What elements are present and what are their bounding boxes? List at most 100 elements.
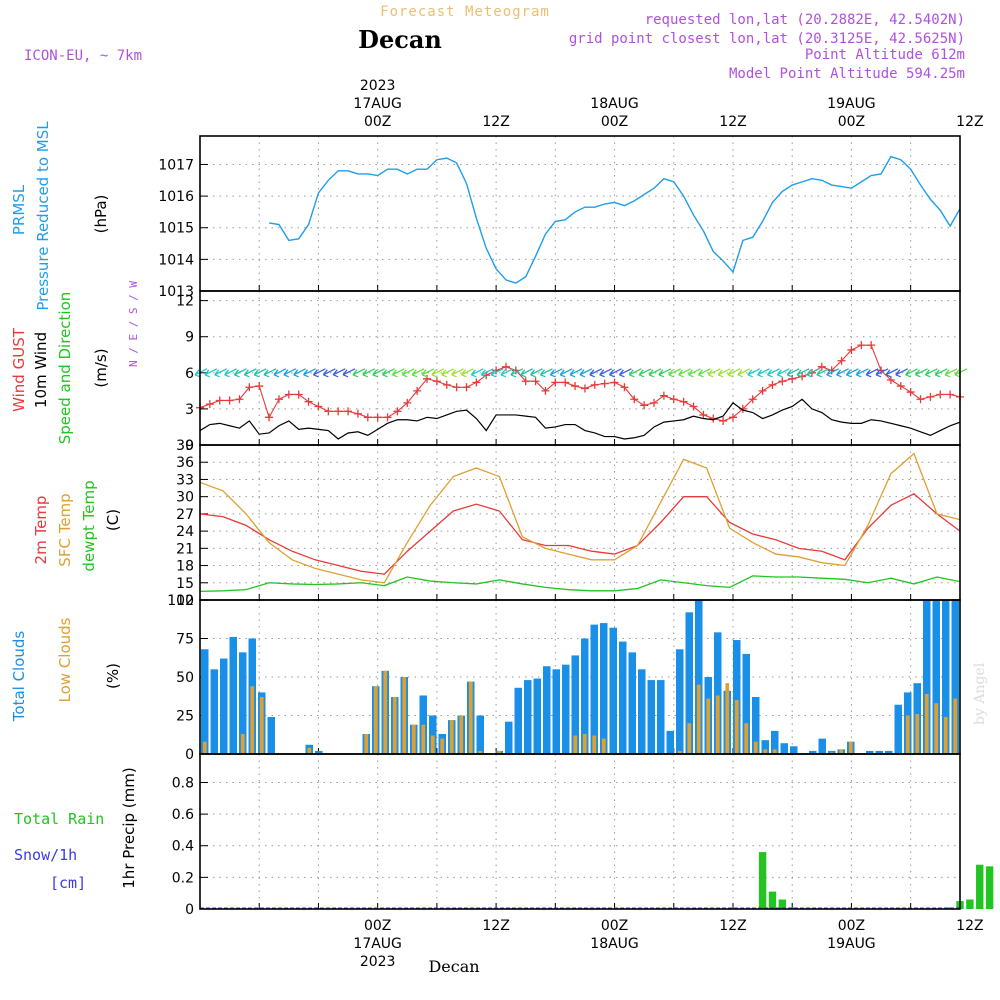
wind-arrow [382,368,395,378]
y-tick-label: 0 [185,438,194,454]
wind-arrow [293,368,306,378]
gust-point [659,391,668,400]
time-tick-label-bottom: 17AUG [353,936,402,952]
wind-arrow [628,368,642,378]
gust-point [225,396,234,405]
gust-point [284,390,293,399]
rain-bar [768,891,777,909]
wind-arrow [204,368,218,378]
low-cloud-bar [468,681,473,754]
wind-frame [199,290,961,446]
wind-direction-arrows [194,368,968,378]
rain-bar [966,899,974,909]
wind-arrow [589,368,603,378]
plot-area: 1013101410151016101703691212151821242730… [158,78,994,970]
gust-point [906,388,915,397]
wind-arrow [618,368,632,378]
y-tick-label: 9 [185,330,194,346]
wind-arrow [273,368,287,378]
wind-arrow [322,368,336,378]
total-cloud-bar [942,600,950,754]
pressure-unit: (hPa) [92,195,110,234]
total-cloud-bar [505,721,513,754]
gust-point [580,384,589,393]
low-cloud-bar [934,703,939,754]
gust-point [531,377,540,386]
wind-arrow [727,368,741,378]
precip-axis-label: 1hr Precip (mm) [120,767,138,888]
total-cloud-bar [932,600,940,754]
total-cloud-bar [951,600,959,754]
y-tick-label: 1015 [158,221,194,237]
low-cloud-bar [250,686,255,754]
total-cloud-bar [524,680,532,754]
temperature-frame [199,444,961,601]
total-cloud-bar [771,730,779,754]
wind-arrow [460,368,474,378]
wind-arrow [875,368,889,378]
wind-arrow [895,368,909,378]
clouds-frame [199,599,961,755]
pressure-panel: 1013 1014 1015 1016 1017 [158,136,960,300]
total-cloud-bar [619,641,627,754]
y-tick-label: 25 [176,709,194,725]
gust-point [363,413,372,422]
gust-point [353,409,362,418]
wind-arrow [510,368,524,378]
low-cloud-bar [383,670,388,754]
total-cloud-bar [514,687,522,754]
precip-label-snow: Snow/1h [14,846,77,864]
time-tick-label-bottom: 2023 [360,954,396,970]
y-tick-label: 1016 [158,189,194,205]
wind-arrow [352,368,366,378]
low-cloud-bar [573,735,578,754]
gust-point [205,400,214,409]
low-cloud-bar [259,697,264,754]
total-cloud-bar [685,612,693,754]
gust-point [265,413,274,422]
total-cloud-bar [923,600,931,754]
y-tick-label: 18 [176,559,194,575]
y-tick-label: 0 [185,747,194,763]
gust-point [630,395,639,404]
low-cloud-bar [696,684,701,754]
gust-point [719,416,728,425]
wind-arrow [372,368,385,378]
gust-point [571,382,580,391]
wind-arrow [451,368,464,378]
wind-arrow [954,368,968,378]
wind-arrow [796,368,810,378]
total-cloud-bar [609,627,617,754]
gust-point [432,377,441,386]
time-tick-label-bottom: 00Z [601,918,628,934]
wind-arrow [500,368,514,378]
y-tick-label: 1017 [158,157,194,173]
gust-point [738,404,747,413]
dewpt-series-line [199,575,961,593]
pressure-series-line [268,155,961,284]
wind-arrow [845,368,859,378]
gust-point [610,378,619,387]
y-tick-label: 0.4 [172,839,194,855]
gust-point [334,407,343,416]
gust-point [472,378,481,387]
gust-point [373,413,382,422]
y-tick-label: 33 [176,472,194,488]
total-cloud-bar [761,740,769,754]
precip-bars [200,852,994,909]
y-tick-label: 1014 [158,252,194,268]
precip-label-cm: [cm] [50,874,86,892]
pressure-frame [199,135,961,292]
low-cloud-bar [601,738,606,754]
low-cloud-bar [706,698,711,754]
wind-arrow [776,368,790,378]
low-cloud-bar [307,747,312,754]
temp-unit: (C) [104,509,122,531]
gust-point [215,396,224,405]
total-cloud-bar [220,658,228,754]
gust-markers [196,341,964,425]
wind-arrow [253,368,267,378]
gust-point [847,345,856,354]
wind-arrow [391,368,405,378]
gust-point [393,407,402,416]
